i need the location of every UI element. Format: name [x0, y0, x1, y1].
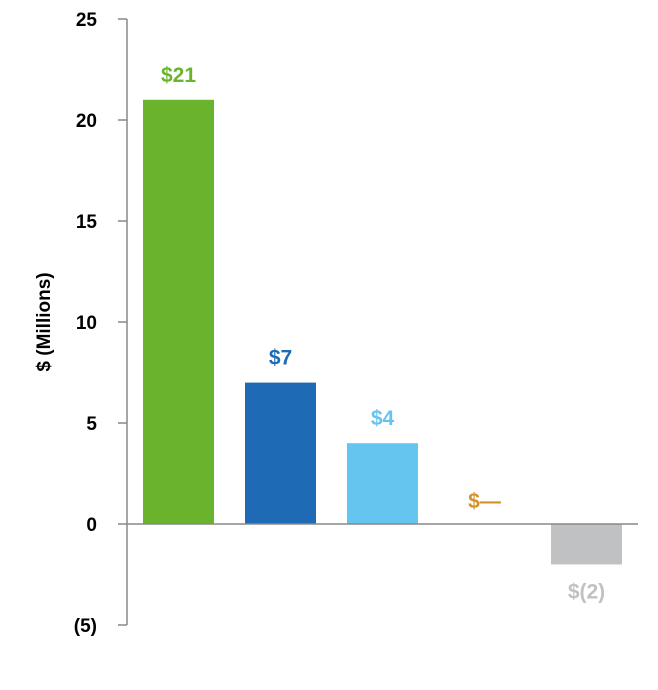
- bar-data-label: $—: [468, 490, 501, 513]
- y-tick-label: 20: [76, 111, 97, 132]
- y-axis-ticks: 25 20 15 10 5 0 (5): [74, 10, 127, 637]
- data-labels: $21 $7 $4 $— $(2): [161, 64, 605, 604]
- y-tick-label: 0: [86, 515, 97, 536]
- y-tick-label: 15: [76, 212, 98, 233]
- bar-data-label: $(2): [568, 580, 605, 603]
- bar: [143, 99, 214, 525]
- bar-data-label: $4: [371, 407, 395, 430]
- y-tick-label: 10: [76, 313, 97, 334]
- bar: [551, 524, 622, 565]
- y-tick-label: 25: [76, 10, 98, 31]
- y-axis-label: $ (Millions): [34, 272, 55, 371]
- bar-data-label: $21: [161, 64, 196, 87]
- bar: [347, 443, 418, 524]
- y-tick-label: (5): [74, 616, 97, 637]
- bars: [143, 99, 622, 565]
- bar: [245, 382, 316, 524]
- y-tick-label: 5: [86, 414, 97, 435]
- bar-data-label: $7: [269, 347, 292, 370]
